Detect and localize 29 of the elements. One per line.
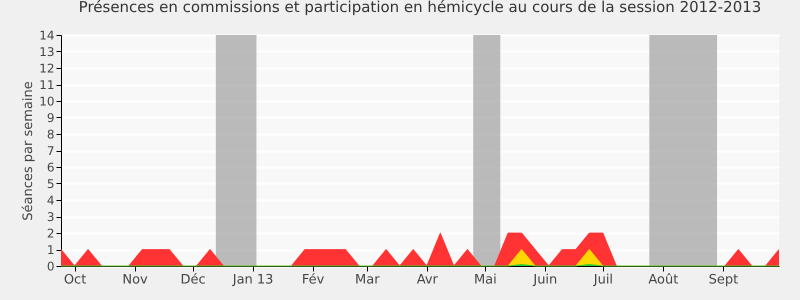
x-tick-label: Sept [708,272,738,288]
x-tick-label: Mar [355,272,380,288]
y-tick-label: 13 [39,45,54,59]
y-tick-label: 0 [46,260,54,274]
y-tick-label: 8 [46,128,54,142]
y-tick-label: 10 [39,94,54,108]
x-tick-label: Mai [474,272,497,288]
y-tick-label: 4 [46,194,54,208]
x-tick-label: Nov [122,272,148,288]
x-tick-label: Juil [592,272,614,288]
y-tick-label: 9 [46,111,54,125]
x-tick-label: Oct [64,272,86,288]
x-tick-label: Juin [532,272,558,288]
y-tick-label: 14 [39,28,54,42]
y-axis-title: Séances par semaine [21,81,36,221]
x-tick-label: Avr [416,272,439,288]
x-tick-label: Fév [302,272,325,288]
x-tick-label: Jan 13 [232,272,274,288]
x-tick-label: Août [648,272,678,288]
y-tick-label: 6 [46,160,54,174]
y-tick-label: 5 [46,177,54,191]
y-tick-label: 1 [46,243,54,257]
x-tick-label: Déc [180,272,206,288]
y-tick-label: 3 [46,210,54,224]
y-tick-label: 12 [39,62,54,76]
chart-title: Présences en commissions et participation en hémicycle au cours de la session 2012-2013 [78,0,762,16]
y-tick-label: 2 [46,226,54,240]
y-tick-label: 7 [46,144,54,158]
y-tick-label: 11 [39,78,54,92]
